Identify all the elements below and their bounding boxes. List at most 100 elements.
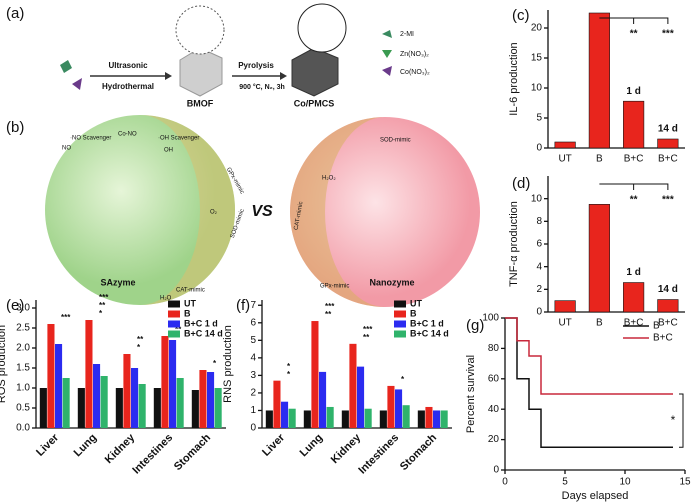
- bmof-crystal: [179, 47, 223, 97]
- y-tick-label: 1.5: [16, 363, 30, 374]
- bar-label: 1 d: [626, 86, 640, 97]
- bar: [395, 389, 403, 428]
- versus: VS: [251, 203, 273, 220]
- significance: *: [401, 375, 405, 384]
- legend-swatch: [168, 310, 180, 318]
- y-tick-label: 0: [536, 307, 542, 318]
- bar: [623, 100, 645, 149]
- bar: [131, 368, 139, 428]
- sazyme-label: SAzyme: [100, 277, 135, 287]
- significance: **: [363, 333, 370, 342]
- significance: ***: [325, 302, 335, 311]
- legend-swatch: [394, 320, 406, 328]
- y-tick-label: 4: [250, 353, 256, 364]
- bar: [554, 141, 576, 149]
- legend-label: B+C 14 d: [410, 328, 449, 338]
- x-tick-label: UT: [558, 154, 571, 165]
- x-tick-label: B+C: [624, 154, 644, 165]
- y-tick-label: 8: [536, 216, 542, 227]
- x-tick-label: Intestines: [356, 432, 401, 477]
- x-tick-label: 10: [619, 477, 631, 488]
- legend-label: B+C 1 d: [184, 318, 218, 328]
- bar: [161, 336, 169, 428]
- bar: [47, 324, 55, 428]
- bar: [341, 410, 349, 428]
- x-tick-label: B+C: [658, 318, 678, 329]
- bar: [311, 321, 319, 428]
- y-tick-label: 1: [250, 405, 256, 416]
- bar-label: 14 d: [658, 284, 678, 295]
- panel-label: (c): [512, 7, 530, 24]
- activity-tag: CAT-mimic: [176, 288, 205, 294]
- legend-icon: [382, 30, 392, 38]
- significance: *: [287, 370, 291, 379]
- x-tick-label: B: [596, 318, 603, 329]
- panel-label: (f): [236, 297, 250, 314]
- step-label: Ultrasonic: [108, 61, 148, 70]
- bar: [554, 300, 576, 313]
- x-tick-label: Lung: [298, 432, 325, 459]
- bar: [199, 370, 207, 428]
- significance: ***: [662, 195, 674, 206]
- step-label: 900 °C, N₂, 3h: [239, 83, 285, 91]
- panel-label: (b): [6, 119, 24, 136]
- significance: ***: [662, 29, 674, 40]
- bar: [303, 410, 311, 428]
- x-tick-label: 15: [679, 477, 691, 488]
- bar: [425, 406, 433, 428]
- legend-swatch: [168, 300, 180, 308]
- pmcs-zoom: [297, 3, 347, 53]
- species: H₂O: [160, 296, 172, 302]
- y-tick-label: 15: [531, 53, 543, 64]
- bar-label: 14 d: [658, 124, 678, 135]
- nanozyme-label: Nanozyme: [369, 277, 414, 287]
- survival-line: [505, 317, 673, 395]
- x-tick-label: Kidney: [329, 431, 364, 466]
- legend-label: B: [410, 308, 417, 318]
- arrow-head: [165, 72, 172, 80]
- legend-label: B+C: [653, 333, 673, 344]
- species: O₂: [210, 210, 218, 216]
- y-tick-label: 100: [482, 313, 499, 324]
- y-axis-label: IL-6 production: [508, 42, 520, 115]
- activity-tag: SOD-mimic: [380, 138, 411, 144]
- x-tick-label: Intestines: [130, 432, 175, 477]
- legend-label: Co(NO₃)₂: [400, 69, 430, 76]
- bar: [387, 385, 395, 428]
- bar-label: 1 d: [626, 267, 640, 278]
- y-tick-label: 6: [250, 317, 256, 328]
- activity-tag: ·OH Scavenger: [158, 136, 199, 142]
- y-tick-label: 6: [536, 239, 542, 250]
- y-tick-label: 20: [488, 434, 500, 445]
- bar: [169, 340, 177, 428]
- bar: [288, 408, 296, 428]
- intermediate-label: BMOF: [187, 98, 214, 108]
- bar: [433, 410, 441, 428]
- y-tick-label: 80: [488, 343, 500, 354]
- y-tick-label: 60: [488, 373, 500, 384]
- bar: [214, 388, 222, 428]
- y-tick-label: 40: [488, 404, 500, 415]
- bar: [39, 388, 47, 428]
- bar: [588, 204, 610, 313]
- species: H₂O₂: [322, 176, 336, 182]
- significance: **: [325, 310, 332, 319]
- bar: [93, 364, 101, 428]
- y-axis-label: ROS production: [0, 325, 8, 403]
- bar: [623, 282, 645, 313]
- legend-swatch: [394, 310, 406, 318]
- y-tick-label: 2: [536, 284, 542, 295]
- legend-label: UT: [184, 298, 196, 308]
- bar: [440, 410, 448, 428]
- y-tick-label: 0: [250, 423, 256, 434]
- legend-swatch: [168, 330, 180, 338]
- y-tick-label: 7: [250, 300, 256, 311]
- legend-label: UT: [410, 298, 422, 308]
- significance: **: [630, 29, 638, 40]
- annotation: *: [671, 413, 676, 427]
- y-tick-label: 3.0: [16, 303, 30, 314]
- y-tick-label: 0.5: [16, 403, 30, 414]
- pmcs-crystal: [291, 47, 339, 97]
- y-tick-label: 5: [536, 113, 542, 124]
- bmof-zoom: [175, 5, 225, 55]
